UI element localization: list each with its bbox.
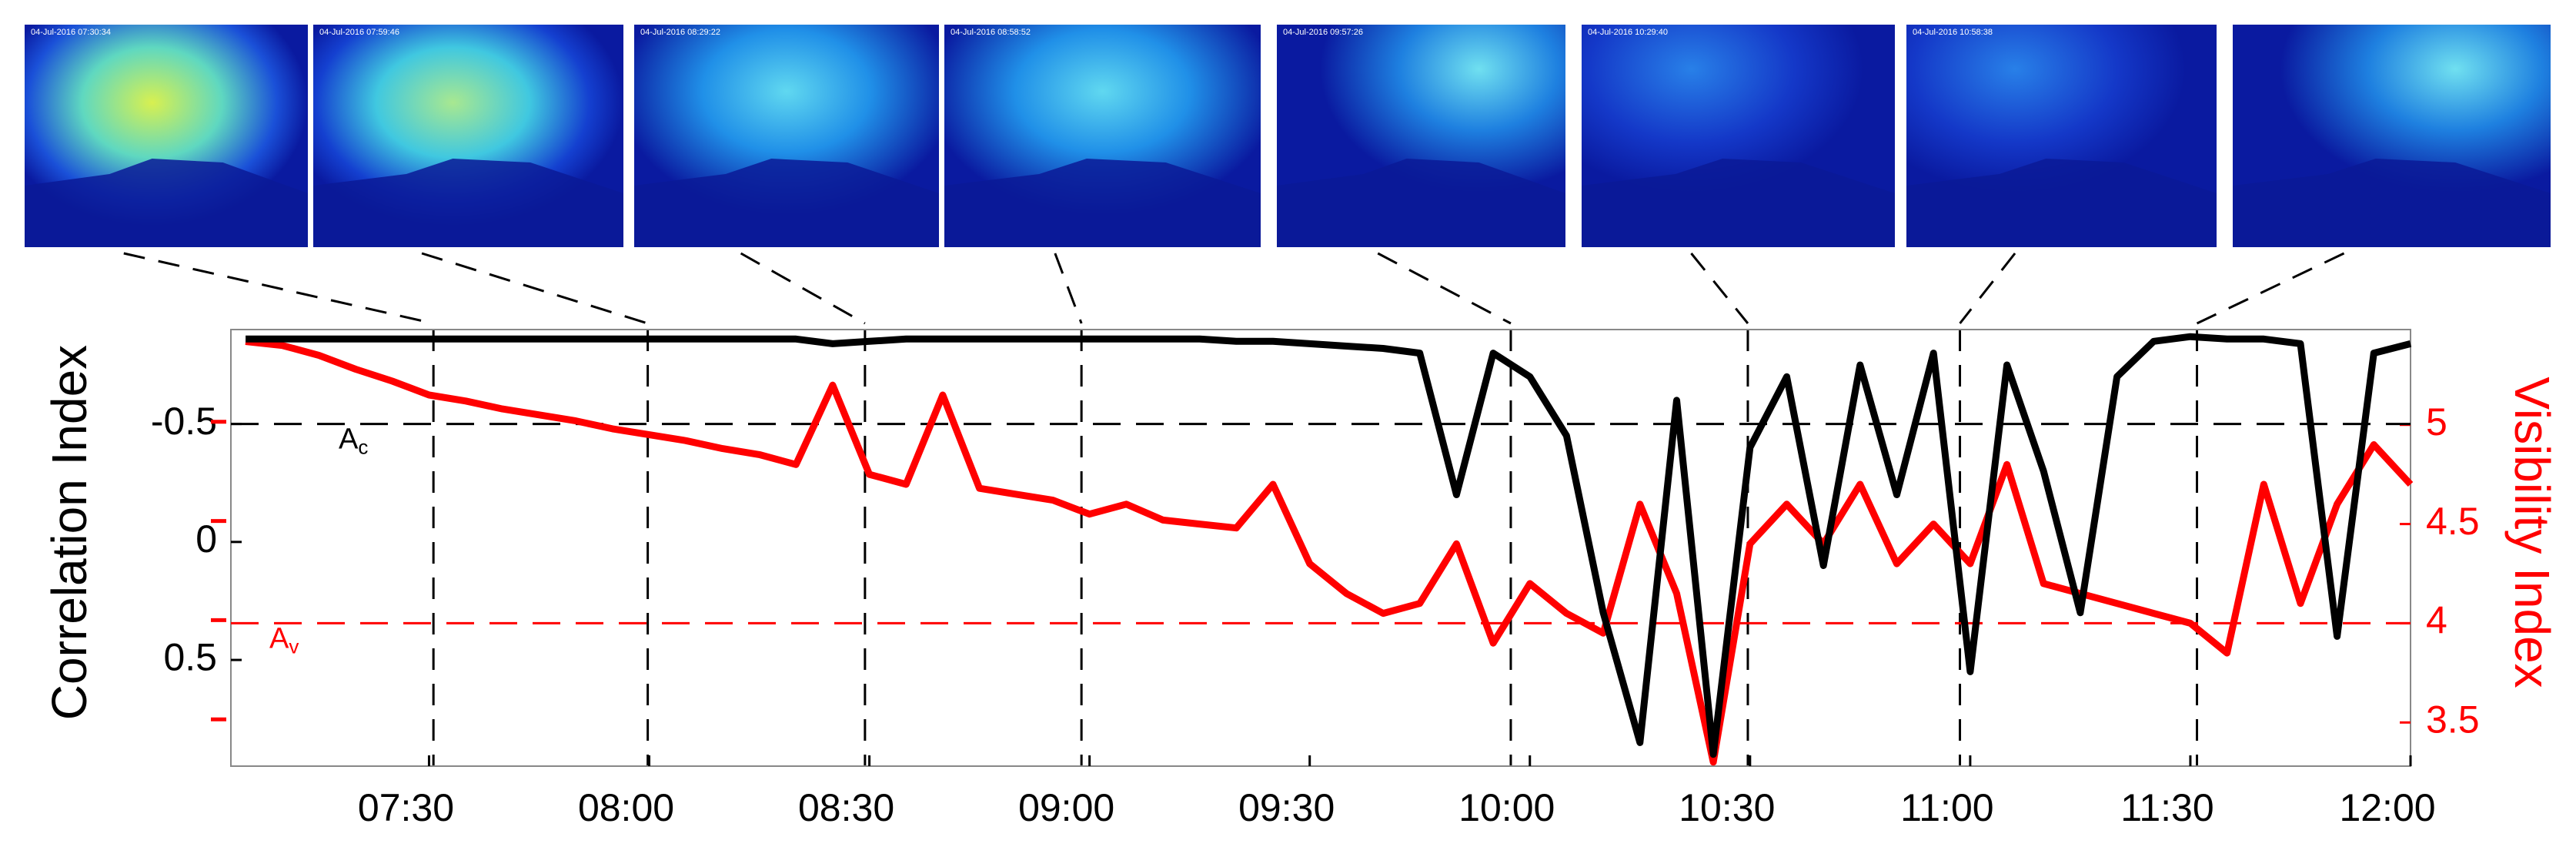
x-tick-label: 08:30 bbox=[798, 786, 894, 829]
connector bbox=[1959, 253, 2016, 324]
x-tick-label: 09:30 bbox=[1238, 786, 1335, 829]
y2-tick-label: 4 bbox=[2426, 599, 2447, 642]
x-tick-label: 10:00 bbox=[1458, 786, 1555, 829]
plot-frame bbox=[230, 329, 2411, 767]
threshold-letter: A bbox=[269, 622, 289, 654]
x-tick-label: 11:00 bbox=[1900, 786, 1993, 829]
y2-tick-label: 4.5 bbox=[2426, 500, 2480, 543]
x-tick-label: 12:00 bbox=[2339, 786, 2435, 829]
timestamp: 04-Jul-2016 07:59:46 bbox=[319, 28, 399, 37]
volcano-silhouette bbox=[2233, 159, 2551, 247]
volcano-silhouette bbox=[944, 159, 1261, 247]
volcano-silhouette bbox=[1277, 159, 1565, 247]
connector bbox=[1690, 253, 1749, 324]
volcano-silhouette bbox=[1582, 159, 1895, 247]
volcano-silhouette bbox=[1906, 159, 2217, 247]
x-tick-label: 11:30 bbox=[2120, 786, 2213, 829]
volcano-silhouette bbox=[313, 159, 623, 247]
timestamp: 04-Jul-2016 09:57:26 bbox=[1283, 28, 1363, 37]
y-axis-title: Correlation Index bbox=[42, 345, 97, 720]
y2-tick-label: 3.5 bbox=[2426, 698, 2480, 742]
timestamp: 04-Jul-2016 07:30:34 bbox=[31, 28, 111, 37]
volcano-silhouette bbox=[634, 159, 939, 247]
timestamp: 04-Jul-2016 08:58:52 bbox=[951, 28, 1031, 37]
connector bbox=[421, 252, 649, 325]
threshold-subscript: v bbox=[289, 634, 299, 658]
threshold-label: Ac bbox=[339, 423, 368, 459]
threshold-subscript: c bbox=[358, 435, 368, 458]
y-tick-label: 0 bbox=[195, 517, 217, 561]
x-tick-label: 10:30 bbox=[1679, 786, 1775, 829]
threshold-letter: A bbox=[339, 423, 359, 456]
thumbnails: 04-Jul-2016 07:30:34 04-Jul-2016 07:59:46… bbox=[25, 25, 2551, 247]
y-tick-label: -0.5 bbox=[151, 400, 217, 443]
threshold-label: Av bbox=[269, 622, 299, 658]
y-tick-label: 0.5 bbox=[163, 635, 217, 678]
x-tick-label: 09:00 bbox=[1018, 786, 1114, 829]
connector bbox=[740, 252, 866, 325]
y2-axis-title: Visibility Index bbox=[2504, 377, 2560, 688]
connector bbox=[123, 252, 434, 325]
timestamp: 04-Jul-2016 08:29:22 bbox=[640, 28, 720, 37]
connector bbox=[1054, 253, 1083, 324]
timestamp: 04-Jul-2016 10:29:40 bbox=[1588, 28, 1668, 37]
x-tick-label: 08:00 bbox=[578, 786, 674, 829]
series-line bbox=[246, 333, 2412, 758]
y2-tick-label: 5 bbox=[2426, 400, 2447, 444]
timestamp: 04-Jul-2016 10:58:38 bbox=[1913, 28, 1993, 37]
connector bbox=[1377, 252, 1512, 325]
x-tick-label: 07:30 bbox=[358, 786, 454, 829]
series-line bbox=[245, 338, 2414, 766]
plot: 07:30 08:00 08:30 09:00 09:30 10:00 10:30 11:00… bbox=[42, 252, 2560, 829]
volcano-silhouette bbox=[25, 159, 308, 247]
connector bbox=[2196, 252, 2345, 325]
